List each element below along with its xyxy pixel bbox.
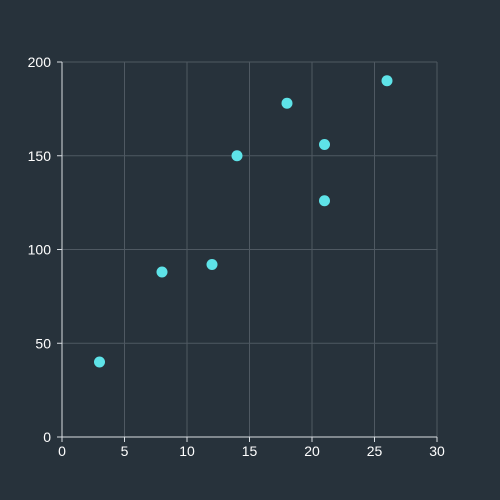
x-tick-label-1: 5 <box>121 443 129 459</box>
x-tick-label-6: 30 <box>429 443 445 459</box>
x-tick-label-0: 0 <box>58 443 66 459</box>
x-tick-label-4: 20 <box>304 443 320 459</box>
data-point-2 <box>206 259 218 270</box>
tick-labels: 0 5 10 15 20 25 30 0 50 100 150 200 <box>28 54 445 459</box>
data-point-5 <box>319 139 330 150</box>
data-points <box>94 75 393 368</box>
data-point-0 <box>94 356 105 368</box>
data-point-7 <box>381 75 393 87</box>
data-point-1 <box>156 266 168 278</box>
data-point-4 <box>281 97 293 109</box>
x-tick-label-5: 25 <box>367 443 383 459</box>
y-tick-label-2: 100 <box>28 242 52 258</box>
data-point-6 <box>319 195 330 207</box>
y-tick-label-1: 50 <box>35 335 51 351</box>
x-tick-label-3: 15 <box>242 443 258 459</box>
y-tick-label-0: 0 <box>43 429 51 445</box>
x-tick-label-2: 10 <box>179 443 195 459</box>
y-tick-label-4: 200 <box>28 54 52 70</box>
y-tick-label-3: 150 <box>28 148 52 164</box>
data-point-3 <box>231 150 243 162</box>
grid-lines <box>62 61 438 437</box>
